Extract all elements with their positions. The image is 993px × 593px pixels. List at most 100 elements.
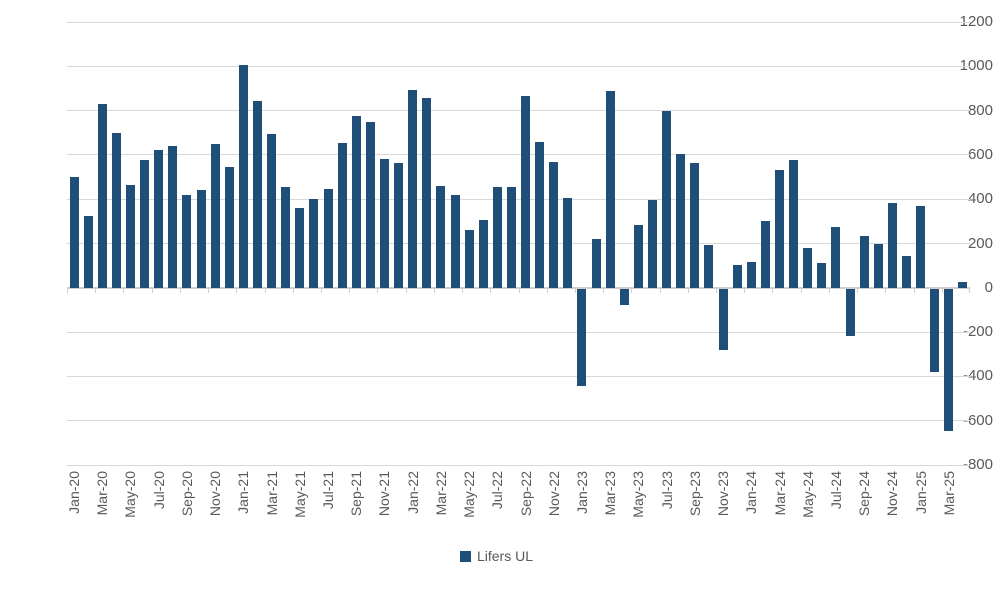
y-axis-tick-label: 800	[967, 101, 993, 119]
bar-Sep-23	[690, 162, 700, 288]
x-axis-tick-label: Jan-20	[66, 471, 83, 514]
bar-Jul-23	[662, 110, 672, 288]
bar-Feb-22	[422, 98, 432, 288]
x-axis-tick	[320, 288, 322, 293]
bar-Jul-22	[492, 187, 502, 288]
y-axis-tick-label: -800	[962, 456, 993, 473]
x-axis-tick-label: Jan-22	[404, 471, 421, 514]
bar-Jun-24	[817, 263, 827, 288]
gridline	[67, 243, 970, 244]
x-axis-tick-label: Sep-23	[686, 471, 703, 517]
bar-Jul-21	[323, 189, 333, 288]
gridline	[67, 420, 970, 422]
x-axis-tick	[264, 288, 266, 293]
bar-Dec-22	[563, 198, 573, 288]
bar-Jan-25	[916, 205, 926, 288]
x-axis-tick-label: May-20	[122, 471, 139, 518]
x-axis-tick	[687, 288, 689, 293]
bar-Jun-23	[648, 200, 658, 288]
y-axis-tick-label: 200	[967, 234, 993, 252]
bar-May-20	[125, 184, 135, 288]
bar-Sep-20	[182, 194, 192, 288]
x-axis-tick	[744, 288, 746, 293]
x-axis-tick	[462, 288, 464, 293]
bar-Jan-23	[577, 288, 587, 387]
bar-Mar-22	[436, 185, 446, 288]
gridline	[67, 21, 970, 23]
x-axis-tick-label: Nov-23	[715, 471, 732, 517]
x-axis-tick	[969, 288, 970, 293]
gridline	[67, 375, 970, 377]
x-axis-tick	[828, 288, 830, 293]
x-axis-tick	[208, 288, 210, 293]
gridline	[67, 464, 970, 466]
x-axis-tick-label: Jul-20	[150, 471, 167, 510]
x-axis-tick	[603, 288, 605, 293]
bar-Jul-20	[154, 150, 164, 288]
category-axis-line	[67, 286, 970, 289]
x-axis-tick-label: Mar-24	[771, 471, 788, 516]
bar-Sep-21	[351, 116, 361, 288]
bar-Feb-25	[930, 288, 940, 372]
x-axis-tick-label: Jul-23	[658, 471, 675, 510]
x-axis-tick-label: Nov-20	[207, 471, 224, 517]
x-axis-tick	[941, 288, 943, 293]
bar-Mar-21	[267, 133, 277, 288]
x-axis-tick-label: Nov-21	[376, 471, 393, 517]
bar-Nov-23	[718, 288, 728, 350]
x-axis-tick	[716, 288, 718, 293]
bar-Apr-25	[958, 282, 968, 288]
x-axis-tick-label: Mar-20	[94, 471, 111, 516]
bar-Dec-20	[224, 167, 234, 288]
gridline	[67, 110, 970, 112]
bar-Nov-20	[210, 143, 220, 288]
legend: Lifers UL	[0, 548, 993, 564]
x-axis-tick	[518, 288, 520, 293]
x-axis-tick	[631, 288, 633, 293]
bar-Oct-23	[704, 244, 714, 288]
x-axis-tick-label: Sep-22	[517, 471, 534, 517]
bar-Oct-22	[535, 141, 545, 288]
x-axis-tick-label: Sep-21	[348, 471, 365, 517]
x-axis-tick-label: Mar-25	[940, 471, 957, 516]
bar-Apr-21	[281, 187, 291, 288]
bar-Feb-21	[252, 100, 262, 288]
x-axis-tick-label: Nov-24	[884, 471, 901, 517]
x-axis-tick	[433, 288, 435, 293]
x-axis-tick	[772, 288, 774, 293]
gridline	[67, 154, 970, 156]
x-axis-tick-label: Jan-25	[912, 471, 929, 514]
bar-Sep-22	[521, 96, 531, 288]
x-axis-tick-label: Sep-24	[856, 471, 873, 517]
y-axis-tick-label: 1200	[959, 13, 993, 30]
bar-Mar-20	[97, 103, 107, 288]
bar-Apr-23	[619, 288, 629, 306]
bar-Aug-21	[337, 142, 347, 288]
x-axis-tick	[546, 288, 548, 293]
bar-Jan-21	[238, 65, 248, 288]
bar-Jan-20	[69, 177, 79, 288]
x-axis-tick-label: Jan-24	[743, 471, 760, 514]
bar-Aug-23	[676, 153, 686, 288]
y-axis-tick-label: -400	[962, 367, 993, 385]
x-axis-tick-label: Jan-21	[235, 471, 252, 514]
x-axis-tick	[123, 288, 125, 293]
x-axis-tick	[659, 288, 661, 293]
bar-Apr-20	[111, 132, 121, 288]
bar-Feb-23	[591, 239, 601, 288]
bar-May-22	[464, 230, 474, 288]
x-axis-tick	[377, 288, 379, 293]
x-axis-tick-label: Jul-24	[827, 471, 844, 510]
bar-Oct-21	[365, 121, 375, 288]
bar-Oct-24	[873, 243, 883, 288]
x-axis-tick	[800, 288, 802, 293]
x-axis-tick-label: Sep-20	[178, 471, 195, 517]
bar-May-23	[633, 224, 643, 288]
y-axis-tick-label: 400	[967, 190, 993, 208]
bar-Aug-20	[168, 146, 178, 288]
x-axis-tick-label: Mar-21	[263, 471, 280, 516]
y-axis-tick-label: 600	[967, 145, 993, 163]
x-axis-tick	[67, 288, 68, 293]
x-axis-tick	[236, 288, 238, 293]
x-axis-tick-label: May-24	[799, 471, 816, 518]
